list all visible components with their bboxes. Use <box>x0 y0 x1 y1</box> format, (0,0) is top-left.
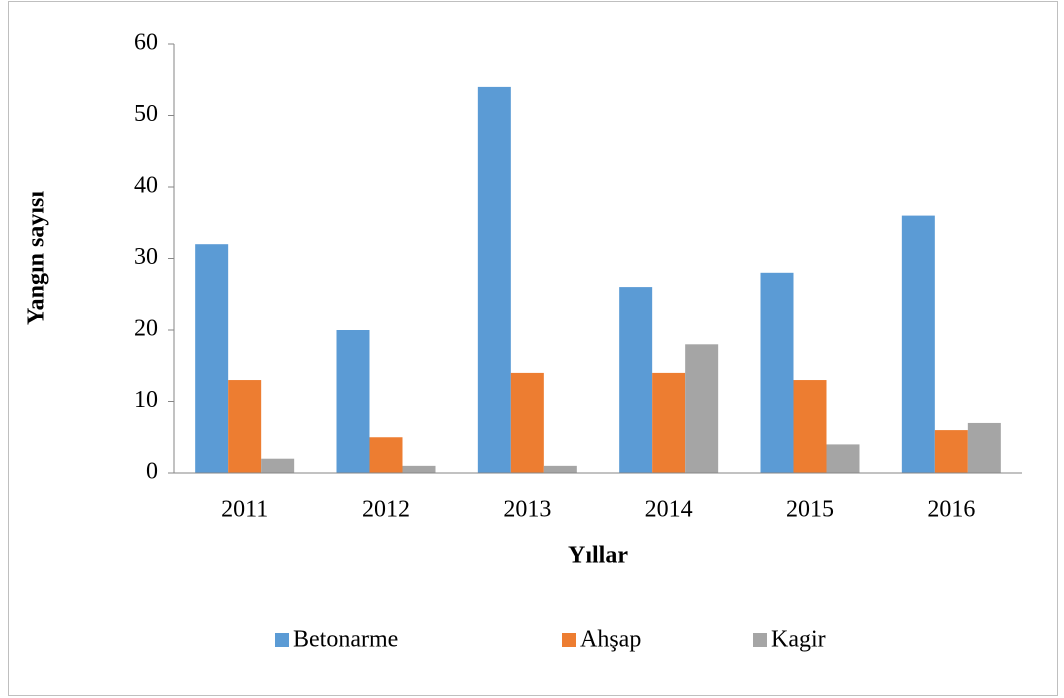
x-tick-label: 2013 <box>503 497 551 523</box>
bar <box>967 422 1001 473</box>
bar <box>760 272 794 473</box>
bar <box>826 444 860 473</box>
y-tick-label: 30 <box>134 244 158 270</box>
bar <box>793 380 827 473</box>
y-tick-label: 0 <box>146 459 158 485</box>
y-tick-label: 60 <box>134 30 158 56</box>
bar <box>619 287 653 473</box>
x-tick-label: 2011 <box>221 497 268 523</box>
bar <box>261 458 295 473</box>
bar <box>510 372 544 473</box>
y-tick-label: 10 <box>134 387 158 413</box>
legend-swatch <box>562 633 576 647</box>
bar <box>228 380 262 473</box>
y-axis-title: Yangın sayısı <box>24 191 50 325</box>
legend-label: Ahşap <box>580 627 641 653</box>
bar <box>685 344 719 473</box>
bar <box>336 330 370 473</box>
x-axis-title: Yıllar <box>568 543 628 569</box>
x-tick-label: 2016 <box>927 497 975 523</box>
bar <box>369 437 403 473</box>
legend-label: Kagir <box>771 627 826 653</box>
y-tick-label: 20 <box>134 316 158 342</box>
bar <box>901 215 935 473</box>
y-tick-label: 40 <box>134 173 158 199</box>
legend-label: Betonarme <box>293 627 398 653</box>
bar <box>477 86 511 474</box>
bar <box>195 244 229 473</box>
legend-swatch <box>753 633 767 647</box>
bar <box>402 465 436 473</box>
bar <box>934 430 968 473</box>
legend-swatch <box>275 633 289 647</box>
bar <box>652 372 686 473</box>
x-tick-label: 2012 <box>362 497 410 523</box>
y-tick-label: 50 <box>134 101 158 127</box>
bar <box>543 465 577 473</box>
x-tick-label: 2014 <box>645 497 693 523</box>
chart-frame <box>8 1 1058 696</box>
x-tick-label: 2015 <box>786 497 834 523</box>
